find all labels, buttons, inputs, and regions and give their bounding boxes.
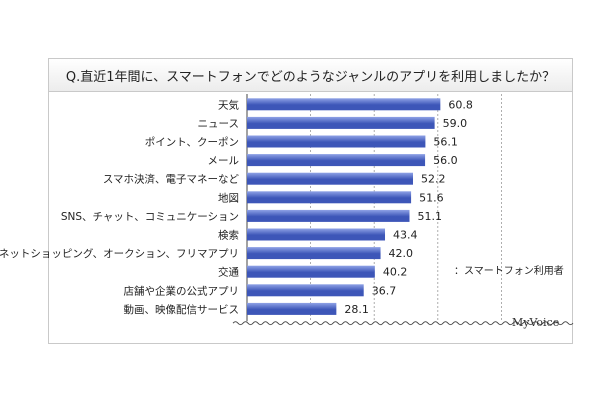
value-label: 40.2 (383, 266, 408, 279)
value-label: 59.0 (443, 117, 468, 130)
category-label: 交通 (218, 266, 239, 279)
bar (247, 116, 435, 129)
category-label: 店舗や企業の公式アプリ (124, 284, 240, 297)
category-label: 検索 (218, 229, 239, 242)
category-label: SNS、チャット、コミュニケーション (61, 211, 239, 223)
value-label: 51.6 (419, 191, 444, 204)
bar (247, 172, 413, 185)
value-label: 28.1 (344, 303, 369, 316)
value-label: 56.0 (433, 154, 458, 167)
bar (247, 265, 375, 278)
category-label: 天気 (218, 98, 239, 111)
category-label: メール (208, 155, 240, 167)
category-label: ネットショッピング、オークション、フリマアプリ (0, 247, 239, 260)
category-label: ポイント、クーポン (145, 137, 239, 149)
bar (247, 284, 364, 297)
value-label: 51.1 (417, 210, 442, 223)
bar (247, 98, 441, 111)
bar (247, 191, 412, 204)
value-label: 60.8 (448, 98, 473, 111)
axis-break-line (232, 321, 574, 326)
bar (247, 209, 410, 222)
myvoice-logo: MyVoice (512, 316, 560, 329)
bar (247, 247, 381, 260)
category-label: 地図 (218, 191, 239, 204)
value-label: 36.7 (372, 284, 397, 297)
bar (247, 135, 426, 148)
category-label: スマホ決済、電子マネーなど (103, 173, 240, 186)
value-label: 52.2 (421, 173, 446, 186)
chart-title-text: Q.直近1年間に、スマートフォンでどのようなジャンルのアプリを利用しましたか？ (65, 69, 556, 85)
category-label: 動画、映像配信サービス (124, 303, 240, 316)
value-label: 42.0 (389, 247, 414, 260)
bar (247, 302, 337, 315)
bar (247, 228, 386, 241)
bar (247, 154, 426, 167)
value-label: 43.4 (393, 229, 418, 242)
category-label: ニュース (198, 118, 239, 130)
chart-title: Q.直近1年間に、スマートフォンでどのようなジャンルのアプリを利用しましたか？ (48, 58, 573, 92)
value-label: 56.1 (433, 136, 458, 149)
respondent-note: ：スマートフォン利用者 (454, 266, 564, 277)
